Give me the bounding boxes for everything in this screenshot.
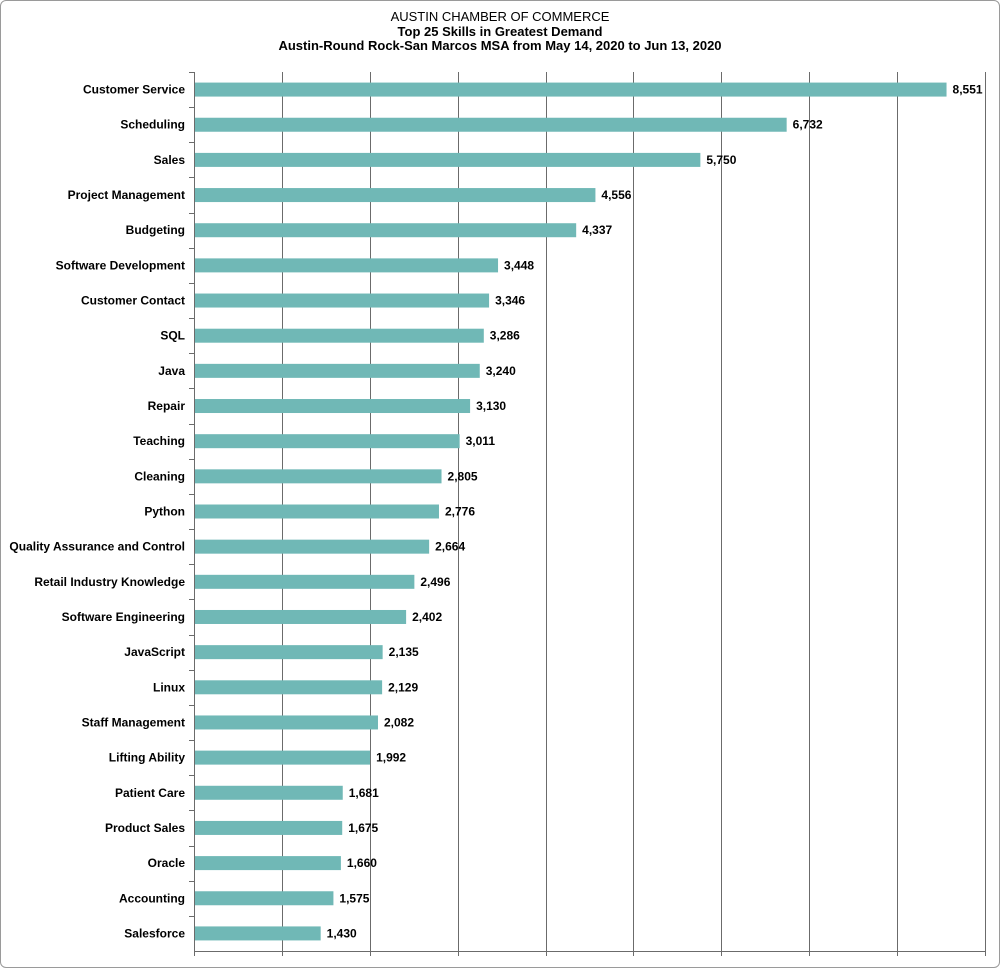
- data-label: 2,082: [384, 715, 414, 729]
- data-label: 2,129: [388, 680, 418, 694]
- category-label: Teaching: [133, 434, 185, 448]
- category-label: Patient Care: [115, 786, 185, 800]
- category-label: Software Development: [56, 258, 185, 272]
- data-label: 6,732: [793, 118, 823, 132]
- category-label: Customer Contact: [81, 294, 185, 308]
- data-label: 2,402: [412, 610, 442, 624]
- bar: [195, 117, 787, 132]
- category-label: Java: [158, 364, 185, 378]
- bar: [195, 293, 490, 308]
- data-label: 2,776: [445, 505, 475, 519]
- data-label: 1,575: [339, 891, 369, 905]
- data-label: 1,430: [327, 926, 357, 940]
- data-label: 1,660: [347, 856, 377, 870]
- chart-titles: AUSTIN CHAMBER OF COMMERCE Top 25 Skills…: [0, 9, 1000, 54]
- category-label: Quality Assurance and Control: [9, 540, 185, 554]
- category-label: Customer Service: [83, 83, 185, 97]
- bar: [195, 223, 577, 238]
- data-label: 2,135: [389, 645, 419, 659]
- chart-subtitle-2: Austin-Round Rock-San Marcos MSA from Ma…: [278, 38, 722, 53]
- bar: [195, 363, 480, 378]
- data-label: 5,750: [706, 153, 736, 167]
- data-label: 4,337: [582, 223, 612, 237]
- data-label: 3,240: [486, 364, 516, 378]
- data-label: 2,805: [448, 469, 478, 483]
- bar: [195, 891, 334, 906]
- bar: [195, 750, 371, 765]
- bar: [195, 152, 701, 167]
- bar: [195, 434, 460, 449]
- data-label: 3,130: [476, 399, 506, 413]
- category-label: Sales: [154, 153, 186, 167]
- bar: [195, 715, 378, 730]
- bar: [195, 785, 343, 800]
- bar: [195, 820, 343, 835]
- bar: [195, 504, 439, 519]
- bar: [195, 82, 947, 97]
- data-label: 4,556: [601, 188, 631, 202]
- category-label: Python: [144, 505, 185, 519]
- bar: [195, 645, 383, 660]
- bar: [195, 609, 407, 624]
- category-label: Oracle: [148, 856, 186, 870]
- data-label: 3,448: [504, 258, 534, 272]
- data-label: 3,011: [466, 434, 496, 448]
- chart-title: AUSTIN CHAMBER OF COMMERCE: [390, 9, 610, 24]
- bar: [195, 328, 484, 343]
- bar: [195, 258, 499, 273]
- bar: [195, 539, 430, 554]
- bar: [195, 856, 341, 871]
- category-label: Repair: [148, 399, 186, 413]
- chart-subtitle: Top 25 Skills in Greatest Demand: [397, 23, 603, 39]
- data-label: 1,675: [348, 821, 378, 835]
- category-label: Software Engineering: [62, 610, 185, 624]
- data-label: 3,346: [495, 294, 525, 308]
- bar: [195, 469, 442, 484]
- category-label: Project Management: [68, 188, 185, 202]
- category-label: Linux: [153, 680, 185, 694]
- category-label: Staff Management: [82, 715, 185, 729]
- bar: [195, 399, 471, 414]
- category-label: JavaScript: [124, 645, 185, 659]
- data-label: 2,496: [420, 575, 450, 589]
- bar: [195, 574, 415, 589]
- data-label: 1,992: [376, 751, 406, 765]
- category-label: Scheduling: [120, 118, 185, 132]
- category-label: Budgeting: [126, 223, 185, 237]
- category-label: Cleaning: [134, 469, 185, 483]
- category-label: Product Sales: [105, 821, 185, 835]
- data-label: 2,664: [435, 540, 465, 554]
- category-label: Salesforce: [124, 926, 185, 940]
- data-label: 3,286: [490, 329, 520, 343]
- bar: [195, 680, 383, 695]
- bar: [195, 188, 596, 203]
- category-label: Accounting: [119, 891, 185, 905]
- category-label: Retail Industry Knowledge: [34, 575, 185, 589]
- data-label: 1,681: [349, 786, 379, 800]
- data-label: 8,551: [953, 83, 983, 97]
- category-label: Lifting Ability: [109, 751, 186, 765]
- category-label: SQL: [160, 329, 185, 343]
- bar: [195, 926, 321, 941]
